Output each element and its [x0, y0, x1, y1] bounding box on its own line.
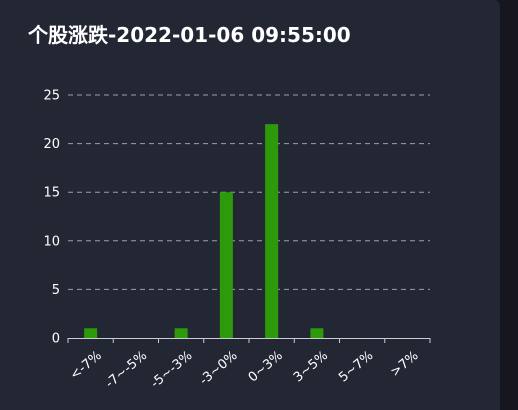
x-tick-label: <-7% — [67, 348, 104, 383]
x-tick-label: 3~5% — [291, 348, 331, 385]
y-tick-label: 10 — [43, 234, 60, 249]
y-tick-label: 0 — [52, 332, 60, 347]
chart-panel: 个股涨跌-2022-01-06 09:55:00 — [0, 0, 500, 410]
bar[interactable] — [265, 124, 279, 338]
x-tick-label: 5~7% — [336, 348, 376, 385]
x-tick-label: -3~0% — [197, 348, 241, 388]
bar[interactable] — [310, 328, 324, 338]
y-tick-label: 25 — [43, 89, 60, 104]
y-tick-label: 15 — [43, 186, 60, 201]
y-axis-ticks: 0 5 10 15 20 25 — [43, 89, 60, 347]
x-tick-label: -7~-5% — [103, 348, 150, 391]
bar[interactable] — [219, 192, 233, 338]
x-axis — [67, 338, 431, 343]
x-axis-ticks: <-7%-7~-5%-5~-3% -3~0% 0~3% 3~5% 5~7% >7% — [67, 348, 421, 391]
bar[interactable] — [84, 328, 98, 338]
y-tick-label: 5 — [52, 283, 60, 298]
bar[interactable] — [174, 328, 188, 338]
grid-lines — [68, 94, 430, 290]
x-tick-label: 0~3% — [246, 348, 286, 385]
chart-title: 个股涨跌-2022-01-06 09:55:00 — [28, 23, 351, 47]
bars — [84, 124, 324, 338]
x-tick-label: >7% — [388, 348, 422, 380]
y-tick-label: 20 — [43, 137, 60, 152]
x-tick-label: -5~-3% — [148, 348, 195, 391]
